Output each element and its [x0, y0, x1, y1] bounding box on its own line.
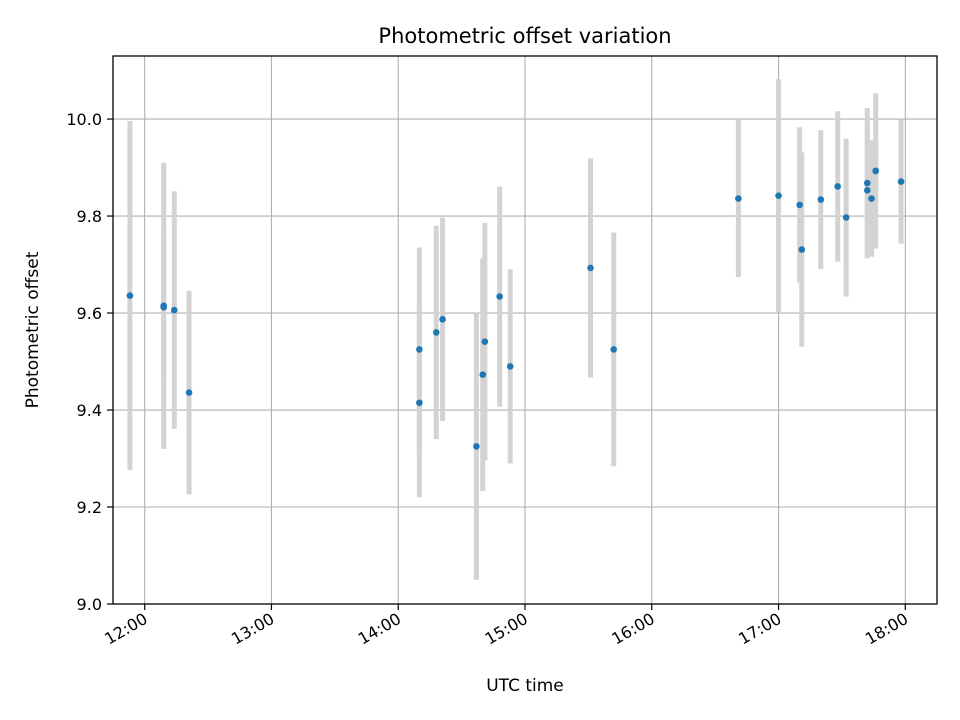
data-point	[834, 183, 841, 190]
data-point	[610, 346, 618, 353]
data-point	[439, 316, 446, 323]
y-tick-label: 10.0	[66, 110, 102, 129]
data-points	[126, 167, 905, 450]
data-point	[479, 371, 487, 378]
data-point	[817, 196, 825, 203]
data-point	[170, 306, 178, 314]
data-point	[496, 293, 503, 300]
y-tick-label: 9.2	[77, 498, 102, 517]
y-tick-label: 9.6	[77, 304, 102, 323]
data-point	[126, 292, 134, 299]
data-point	[587, 264, 594, 272]
data-point	[796, 201, 803, 209]
data-point	[897, 178, 905, 185]
data-point	[868, 195, 875, 202]
data-point	[473, 443, 480, 450]
data-point	[798, 246, 806, 253]
data-point	[481, 338, 489, 345]
y-tick-label: 9.0	[77, 595, 102, 614]
y-axis-title: Photometric offset	[23, 251, 43, 408]
data-point	[506, 363, 514, 370]
data-point	[160, 303, 168, 311]
x-axis-title: UTC time	[486, 676, 564, 696]
data-point	[842, 214, 850, 221]
data-point	[872, 167, 880, 175]
y-tick-label: 9.4	[77, 401, 102, 420]
data-point	[863, 187, 871, 194]
data-point	[735, 195, 742, 202]
data-point	[416, 346, 423, 353]
data-point	[775, 192, 782, 199]
data-point	[432, 329, 440, 336]
data-point	[416, 399, 423, 407]
y-tick-label: 9.8	[77, 207, 102, 226]
data-point	[863, 179, 871, 187]
data-point	[185, 389, 193, 396]
chart-title: Photometric offset variation	[378, 24, 671, 48]
